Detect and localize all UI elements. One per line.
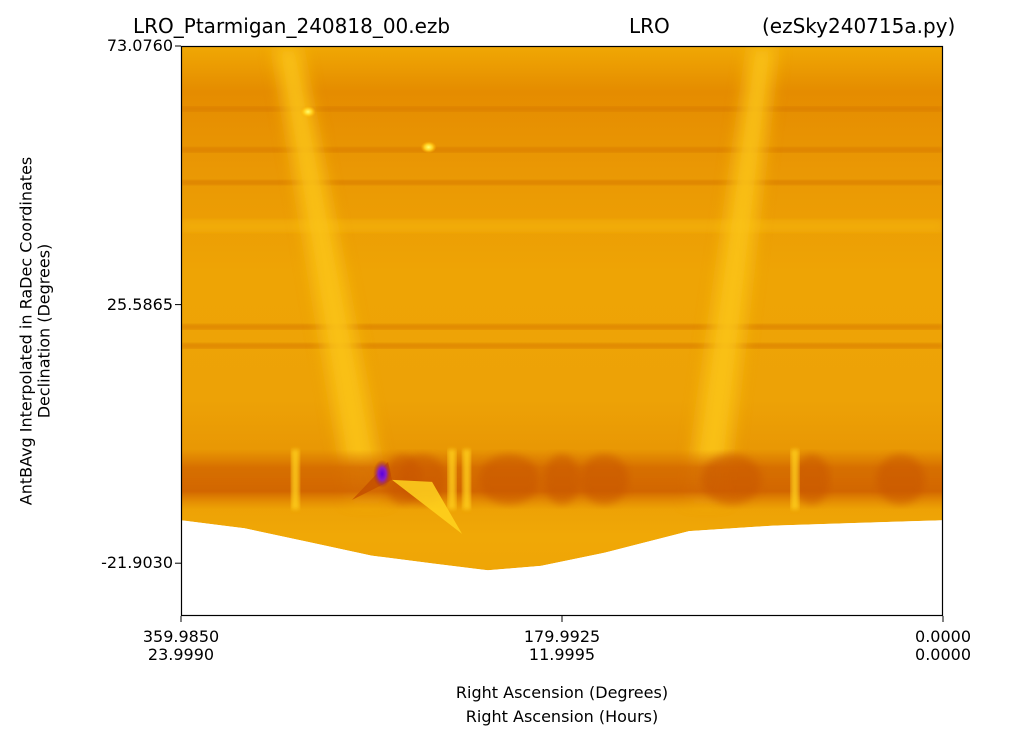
plot-area <box>175 45 944 622</box>
axes-frame <box>180 45 944 617</box>
dark-patch <box>580 454 629 505</box>
light-wedge <box>392 479 463 534</box>
dark-patch <box>544 454 580 505</box>
heatmap-plot <box>175 45 944 622</box>
galactic-plane-ridge <box>274 46 386 499</box>
x-tick-label: 359.9850 23.9990 <box>142 627 220 665</box>
y-tick-label: -21.9030 <box>101 553 173 573</box>
dark-patch <box>793 454 830 505</box>
light-streak <box>462 449 471 510</box>
x-tick-degrees: 359.9850 <box>142 627 220 646</box>
light-band <box>181 220 943 233</box>
dark-band <box>181 180 943 185</box>
galactic-plane-ridge <box>687 46 776 499</box>
dark-patch <box>479 454 540 505</box>
y-axis-label: AntBAvg Interpolated in RaDec Coordinate… <box>16 156 55 506</box>
y-tick-label: 25.5865 <box>106 294 173 314</box>
x-tick-hours: 11.9995 <box>528 645 596 665</box>
x-tick-hours: 23.9990 <box>147 645 215 665</box>
heatmap-image <box>181 46 943 571</box>
chart-title-site: LRO <box>629 14 670 38</box>
x-tick-hours: 0.0000 <box>915 645 971 665</box>
no-coverage-region <box>181 520 943 616</box>
x-axis-label-secondary: Right Ascension (Hours) <box>465 707 659 726</box>
hot-spot <box>420 141 437 154</box>
y-tick-label: 73.0760 <box>106 36 173 55</box>
chart-title-file: LRO_Ptarmigan_240818_00.ezb <box>133 14 451 38</box>
x-tick-degrees: 0.0000 <box>915 627 971 646</box>
dark-band <box>181 343 943 349</box>
dark-band <box>181 147 943 153</box>
dark-band <box>181 106 943 112</box>
light-streak <box>790 449 799 510</box>
chart-title-program: (ezSky240715a.py) <box>762 14 956 38</box>
dark-band <box>181 324 943 330</box>
x-tick-degrees: 179.9925 <box>523 627 601 646</box>
x-axis-label: Right Ascension (Degrees) <box>455 683 669 702</box>
x-tick-label: 0.0000 0.0000 <box>915 627 971 665</box>
y-axis-label-secondary: Declination (Degrees) <box>35 243 54 419</box>
hot-spot <box>300 105 316 118</box>
light-streak <box>447 449 456 510</box>
dark-patch <box>701 454 762 505</box>
light-streak <box>291 449 300 510</box>
y-axis-label-primary: AntBAvg Interpolated in RaDec Coordinate… <box>16 156 36 506</box>
minimum-spot <box>373 459 392 488</box>
x-tick-label: 179.9925 11.9995 <box>523 627 601 665</box>
dark-patch <box>876 454 925 505</box>
